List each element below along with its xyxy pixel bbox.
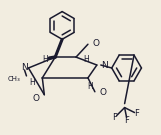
Text: N: N <box>101 60 108 70</box>
Text: N: N <box>21 63 28 72</box>
Text: H: H <box>87 82 93 91</box>
Text: O: O <box>32 94 39 103</box>
Text: H: H <box>83 55 89 64</box>
Text: O: O <box>93 39 100 48</box>
Text: H: H <box>30 78 35 87</box>
Text: H: H <box>43 55 48 64</box>
Text: CH₃: CH₃ <box>8 76 20 82</box>
Text: F: F <box>124 116 129 125</box>
Text: F: F <box>134 109 139 118</box>
Text: O: O <box>100 88 107 97</box>
Text: F: F <box>112 113 117 122</box>
